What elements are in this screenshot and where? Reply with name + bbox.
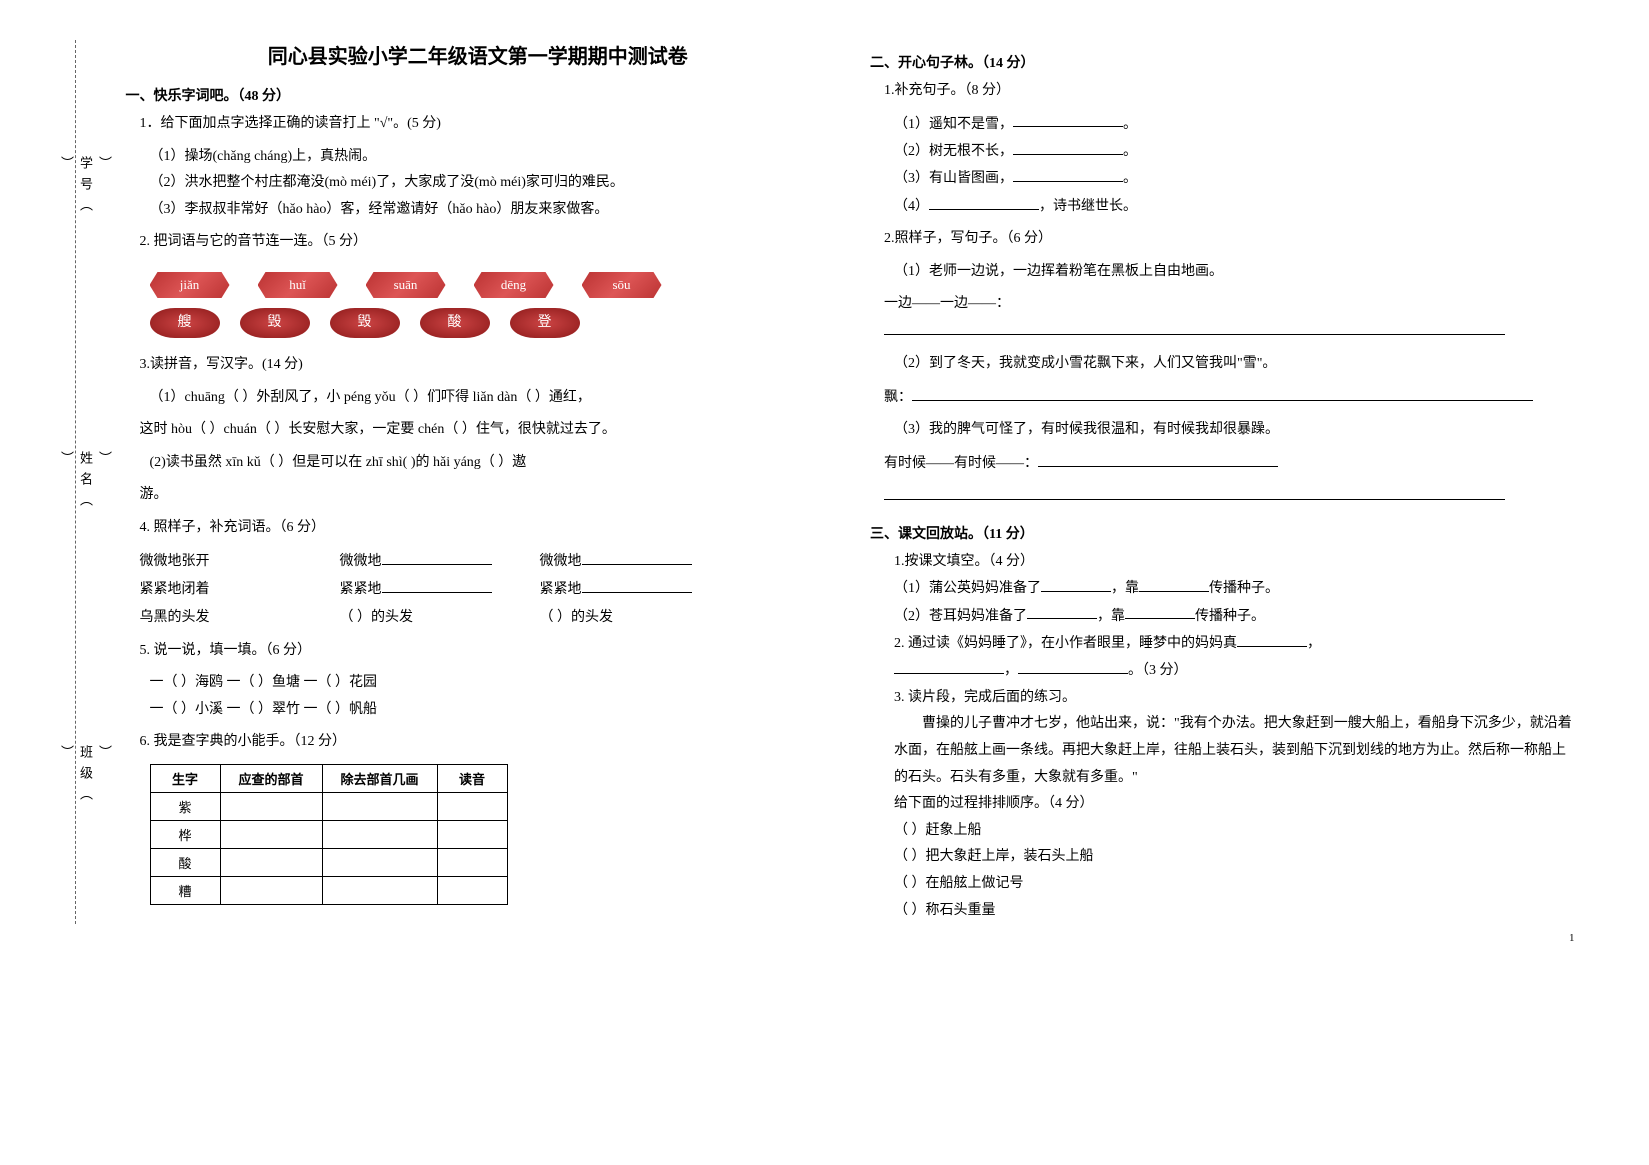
t2: 2. 通过读《妈妈睡了》，在小作者眼里，睡梦中的妈妈真， [894, 630, 1575, 657]
r2: 2.照样子，写句子。（6 分） [884, 226, 1575, 253]
order-head: 给下面的过程排排顺序。（4 分） [894, 791, 1575, 818]
t1-1: （1）蒲公英妈妈准备了，靠传播种子。 [894, 575, 1575, 602]
q4-r3-c: （ ）的头发 [540, 604, 700, 632]
tag-pinyin: dēng [474, 272, 554, 298]
q3-1b: 这时 hòu（ ）chuán（ ）长安慰大家，一定要 chén（ ）住气，很快就… [140, 417, 831, 444]
r2-2b: 飘： [884, 384, 1575, 411]
table-header-row: 生字 应查的部首 除去部首几画 读音 [150, 764, 507, 792]
q3-1a: （1）chuāng（ ）外刮风了，小 péng yǒu（ ）们吓得 liǎn d… [150, 385, 831, 412]
q3-2b: 游。 [140, 482, 831, 509]
passage: 曹操的儿子曹冲才七岁，他站出来，说："我有个办法。把大象赶到一艘大船上，看船身下… [894, 711, 1575, 791]
tag-pinyin: suān [366, 272, 446, 298]
q4-r2-a: 紧紧地闭着 [140, 576, 300, 604]
q2: 2. 把词语与它的音节连一连。（5 分） [140, 229, 831, 256]
r1-2: （2）树无根不长，。 [894, 138, 1575, 165]
r2-1b: 一边——一边——： [884, 291, 1575, 345]
r2-3c [884, 483, 1575, 510]
tag-pinyin: sōu [582, 272, 662, 298]
td: 糟 [150, 876, 220, 904]
r1: 1.补充句子。（8 分） [884, 78, 1575, 105]
th: 生字 [150, 764, 220, 792]
hanzi-tags: 艘 毁 毁 酸 登 [150, 308, 807, 338]
page-title: 同心县实验小学二年级语文第一学期期中测试卷 [126, 40, 831, 69]
th: 应查的部首 [220, 764, 322, 792]
q4-r2-c: 紧紧地 [540, 576, 700, 604]
table-row: 糟 [150, 876, 507, 904]
q1-3: （3）李叔叔非常好（hǎo hào）客，经常邀请好（hǎo hào）朋友来家做客… [150, 197, 831, 224]
q4-row1: 微微地张开 微微地 微微地 [140, 548, 831, 576]
t2-line2: ，。（3 分） [894, 657, 1575, 684]
q3: 3.读拼音，写汉字。(14 分) [140, 352, 831, 379]
q4-r1-b: 微微地 [340, 548, 500, 576]
q4-r1-a: 微微地张开 [140, 548, 300, 576]
t1: 1.按课文填空。（4 分） [894, 549, 1575, 576]
r1-4: （4），诗书继世长。 [894, 193, 1575, 220]
table-row: 紫 [150, 792, 507, 820]
r1-3: （3）有山皆图画，。 [894, 165, 1575, 192]
td: 酸 [150, 848, 220, 876]
order-4: （ ）称石头重量 [894, 898, 1575, 925]
q4-r2-b: 紧紧地 [340, 576, 500, 604]
td: 桦 [150, 820, 220, 848]
section-2-head: 二、开心句子林。（14 分） [870, 52, 1575, 72]
r2-1: （1）老师一边说，一边挥着粉笔在黑板上自由地画。 [894, 259, 1575, 286]
binding-margin: ）学号（） ）姓名（） ）班级（） [66, 40, 106, 924]
table-row: 酸 [150, 848, 507, 876]
margin-id: ）学号（） [57, 156, 114, 219]
td: 紫 [150, 792, 220, 820]
page-number: 1 [1569, 932, 1575, 944]
q5-1: 一（ ）海鸥 一（ ）鱼塘 一（ ）花园 [150, 670, 831, 697]
tag-hanzi: 毁 [240, 308, 310, 338]
table-row: 桦 [150, 820, 507, 848]
tag-pinyin: huǐ [258, 272, 338, 298]
tag-hanzi: 酸 [420, 308, 490, 338]
order-1: （ ）赶象上船 [894, 818, 1575, 845]
order-3: （ ）在船舷上做记号 [894, 871, 1575, 898]
q1-1: （1）操场(chǎng cháng)上，真热闹。 [150, 144, 831, 171]
margin-class: ）班级（） [57, 745, 114, 808]
r2-2: （2）到了冬天，我就变成小雪花飘下来，人们又管我叫"雪"。 [894, 351, 1575, 378]
q4-row2: 紧紧地闭着 紧紧地 紧紧地 [140, 576, 831, 604]
q4-r3-b: （ ）的头发 [340, 604, 500, 632]
t1-2: （2）苍耳妈妈准备了，靠传播种子。 [894, 603, 1575, 630]
q5: 5. 说一说，填一填。（6 分） [140, 638, 831, 665]
q1: 1．给下面加点字选择正确的读音打上 "√"。(5 分) [140, 111, 831, 138]
tag-hanzi: 登 [510, 308, 580, 338]
section-3-head: 三、课文回放站。（11 分） [870, 523, 1575, 543]
pinyin-tags: jiǎn huǐ suān dēng sōu [150, 272, 807, 298]
th: 除去部首几画 [322, 764, 437, 792]
tag-pinyin: jiǎn [150, 272, 230, 298]
dictionary-table: 生字 应查的部首 除去部首几画 读音 紫 桦 酸 糟 [150, 764, 508, 905]
t3: 3. 读片段，完成后面的练习。 [894, 685, 1575, 712]
margin-name: ）姓名（） [57, 451, 114, 514]
r2-3: （3）我的脾气可怪了，有时候我很温和，有时候我却很暴躁。 [894, 417, 1575, 444]
th: 读音 [437, 764, 507, 792]
order-2: （ ）把大象赶上岸，装石头上船 [894, 844, 1575, 871]
tag-hanzi: 艘 [150, 308, 220, 338]
q3-2: (2)读书虽然 xīn kǔ（ ）但是可以在 zhī shì( )的 hǎi y… [150, 450, 831, 477]
q6: 6. 我是查字典的小能手。（12 分） [140, 729, 831, 756]
q4-row3: 乌黑的头发 （ ）的头发 （ ）的头发 [140, 604, 831, 632]
tag-hanzi: 毁 [330, 308, 400, 338]
r2-3b: 有时候——有时候——： [884, 450, 1575, 477]
q4-r1-c: 微微地 [540, 548, 700, 576]
section-1-head: 一、快乐字词吧。（48 分） [126, 85, 831, 105]
r1-1: （1）遥知不是雪，。 [894, 111, 1575, 138]
q4-r3-a: 乌黑的头发 [140, 604, 300, 632]
q5-2: 一（ ）小溪 一（ ）翠竹 一（ ）帆船 [150, 697, 831, 724]
q4: 4. 照样子，补充词语。（6 分） [140, 515, 831, 542]
q1-2: （2）洪水把整个村庄都淹没(mò méi)了，大家成了没(mò méi)家可归的… [150, 170, 831, 197]
